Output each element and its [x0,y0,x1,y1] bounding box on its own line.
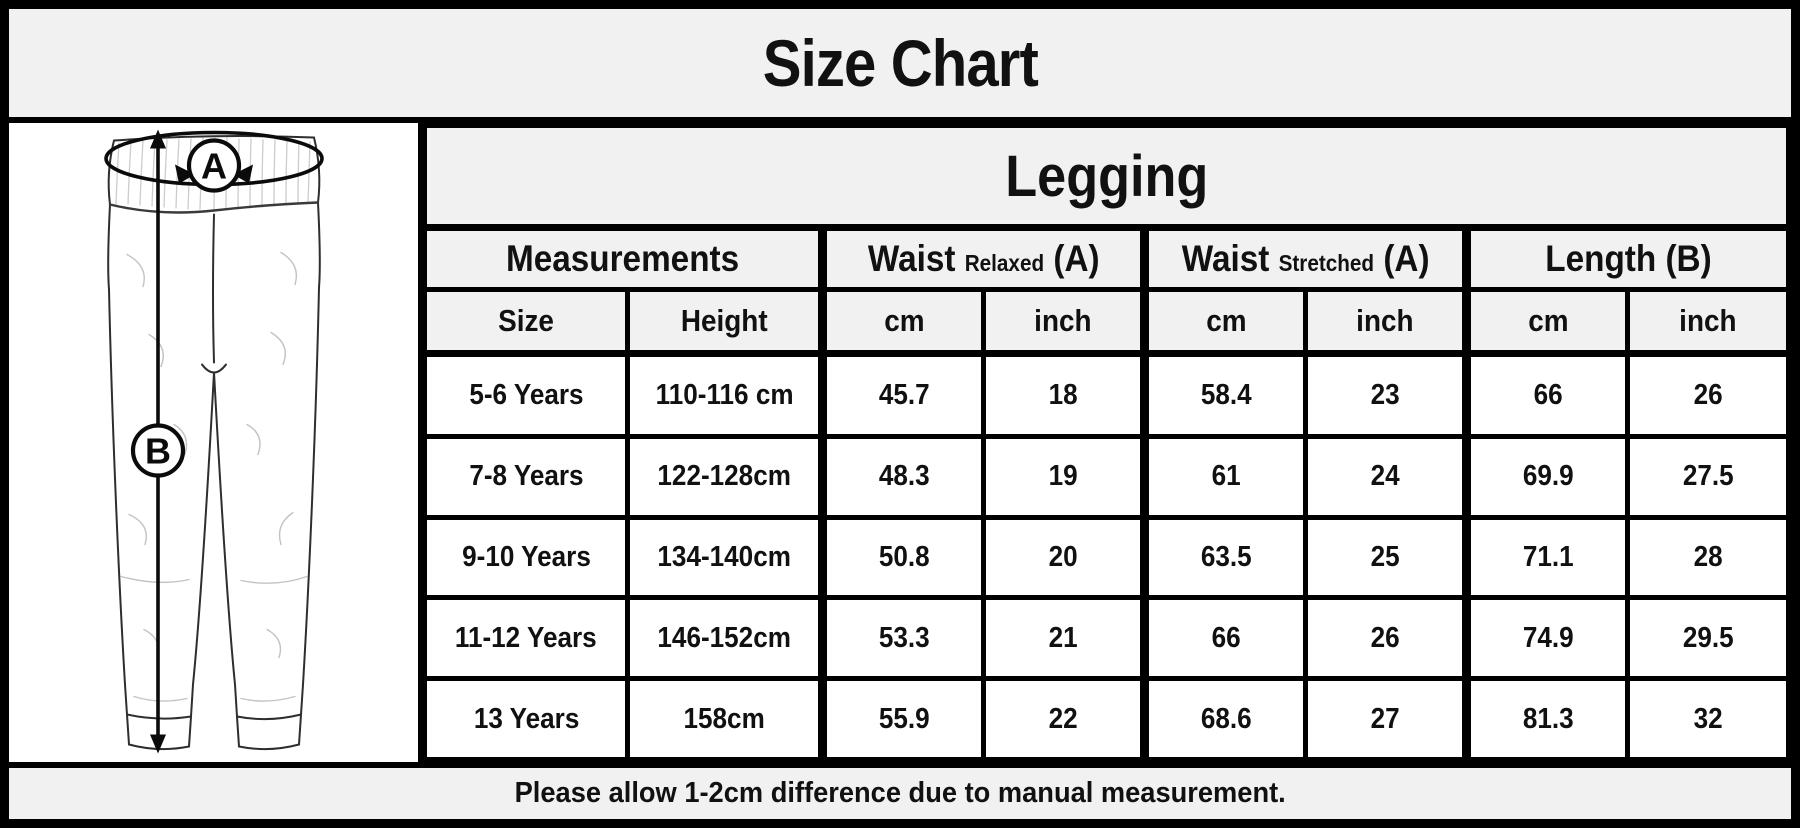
value-cell: 29.5 [1624,595,1792,682]
label-b-badge [130,423,186,478]
value-cell: 81.3 [1462,676,1630,762]
group-length: Length (B) [1462,225,1791,292]
height-cell: 146-152cm [625,595,826,682]
group-header-row: Measurements Waist Relaxed (A) Waist Str… [421,225,1791,292]
group-waist-stretched: Waist Stretched (A) [1140,225,1470,292]
height-cell: 134-140cm [625,514,826,601]
col-height: Height [625,287,826,357]
illustration-panel: A B [9,123,418,762]
value-cell: 55.9 [818,676,987,762]
size-table-body: 5-6 Years 110-116 cm 45.7 18 58.4 23 66 26 7-8 Y… [421,351,1792,762]
col-wr-cm: cm [818,287,987,357]
value-cell: 24 [1303,433,1470,520]
value-cell: 22 [981,676,1148,762]
value-cell: 28 [1624,514,1792,601]
column-header-row: Size Height cm inch cm inch cm inch [421,287,1792,357]
value-cell: 45.7 [818,351,987,439]
value-cell: 66 [1462,351,1630,439]
table-row: 7-8 Years 122-128cm 48.3 19 61 24 69.9 27.5 [421,433,1792,520]
page-title: Size Chart [762,26,1038,100]
size-cell: 5-6 Years [421,351,631,439]
value-cell: 18 [981,351,1148,439]
col-ws-inch: inch [1303,287,1470,357]
col-len-inch: inch [1624,287,1792,357]
table-row: 11-12 Years 146-152cm 53.3 21 66 26 74.9 29.5 [421,595,1792,682]
size-cell: 9-10 Years [421,514,631,601]
value-cell: 21 [981,595,1148,682]
title-bar: Size Chart [9,9,1791,123]
value-cell: 27.5 [1624,433,1792,520]
value-cell: 32 [1624,676,1792,762]
value-cell: 19 [981,433,1148,520]
footer-note-bar: Please allow 1-2cm difference due to man… [9,762,1791,819]
value-cell: 68.6 [1140,676,1309,762]
value-cell: 69.9 [1462,433,1630,520]
label-a-badge [186,138,242,193]
col-ws-cm: cm [1140,287,1309,357]
value-cell: 25 [1303,514,1470,601]
length-arrow: B [130,129,186,754]
col-len-cm: cm [1462,287,1630,357]
value-cell: 26 [1624,351,1792,439]
label-a: A [201,146,227,187]
table-title-row: Legging [422,123,1791,231]
value-cell: 58.4 [1140,351,1309,439]
waist-arrow: A [104,130,324,193]
group-waist-relaxed: Waist Relaxed (A) [818,225,1148,292]
table-row: 13 Years 158cm 55.9 22 68.6 27 81.3 32 [421,676,1792,762]
table-row: 9-10 Years 134-140cm 50.8 20 63.5 25 71.1 28 [421,514,1792,601]
value-cell: 66 [1140,595,1309,682]
size-table-area: Legging Measurements Waist Relaxed (A) W… [418,123,1792,762]
size-cell: 7-8 Years [421,433,631,520]
height-cell: 158cm [625,676,826,762]
value-cell: 26 [1303,595,1470,682]
value-cell: 71.1 [1462,514,1630,601]
label-b: B [145,431,171,472]
value-cell: 20 [981,514,1148,601]
size-table: Legging Measurements Waist Relaxed (A) W… [421,123,1792,762]
value-cell: 63.5 [1140,514,1309,601]
size-cell: 11-12 Years [421,595,631,682]
col-wr-inch: inch [981,287,1148,357]
value-cell: 27 [1303,676,1470,762]
value-cell: 23 [1303,351,1470,439]
height-cell: 110-116 cm [625,351,826,439]
value-cell: 61 [1140,433,1309,520]
value-cell: 53.3 [818,595,987,682]
value-cell: 48.3 [818,433,987,520]
legging-sketch: A B [104,129,324,754]
measurement-note: Please allow 1-2cm difference due to man… [514,777,1286,809]
table-title: Legging [422,123,1791,231]
value-cell: 50.8 [818,514,987,601]
group-measurements: Measurements [421,225,826,292]
height-cell: 122-128cm [625,433,826,520]
value-cell: 74.9 [1462,595,1630,682]
main-content: A B [9,123,1792,762]
waist-seam [108,201,320,214]
table-row: 5-6 Years 110-116 cm 45.7 18 58.4 23 66 26 [421,351,1792,439]
col-size: Size [421,287,631,357]
size-cell: 13 Years [421,676,631,762]
